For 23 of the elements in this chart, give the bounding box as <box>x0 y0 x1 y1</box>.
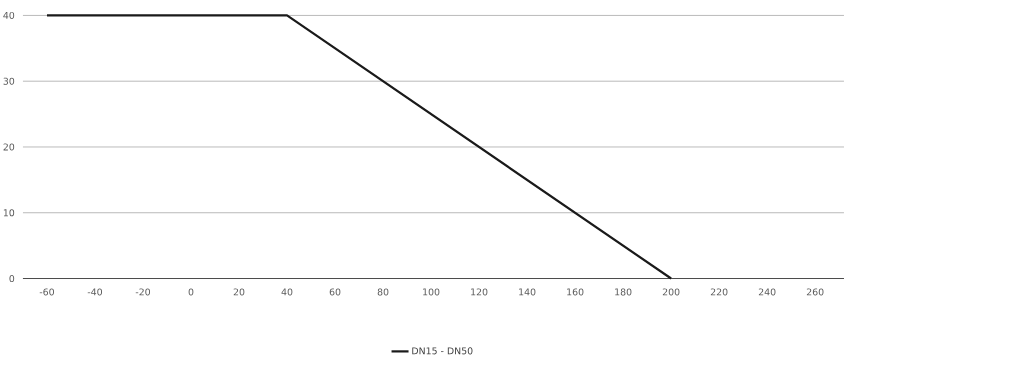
y-tick-label: 30 <box>3 77 15 85</box>
x-tick-label: 220 <box>710 288 728 296</box>
x-tick-label: -60 <box>39 288 54 296</box>
x-tick-label: 120 <box>471 288 488 296</box>
x-tick-label: 80 <box>377 288 389 296</box>
x-tick-label: 40 <box>281 288 293 296</box>
x-tick-label: 180 <box>615 288 632 296</box>
x-tick-label: 140 <box>519 288 536 296</box>
y-tick-label: 0 <box>9 275 15 283</box>
y-tick-label: 20 <box>3 143 15 151</box>
x-tick-label: -20 <box>135 288 151 296</box>
x-tick-label: 200 <box>662 288 680 296</box>
x-tick-label: 60 <box>329 288 341 296</box>
y-tick-label: 10 <box>3 209 15 217</box>
y-tick-label: 40 <box>3 11 15 20</box>
legend-label: DN15 - DN50 <box>412 347 473 355</box>
x-tick-label: -40 <box>87 288 103 296</box>
x-tick-label: 20 <box>233 288 245 296</box>
x-tick-label: 0 <box>188 288 194 296</box>
x-tick-label: 100 <box>423 288 440 296</box>
x-tick-label: 240 <box>758 288 776 296</box>
x-tick-label: 160 <box>567 288 584 296</box>
x-tick-label: 260 <box>806 288 824 296</box>
